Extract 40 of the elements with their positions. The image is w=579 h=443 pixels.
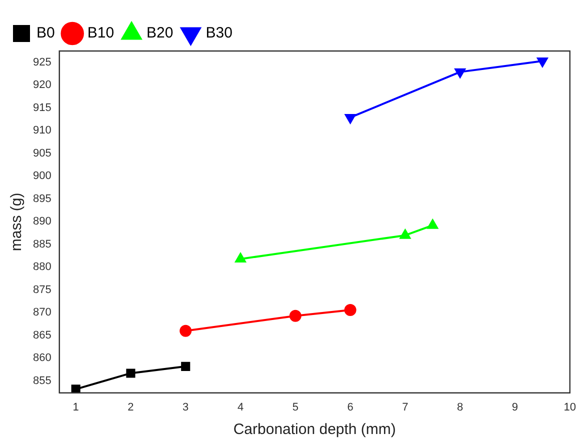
x-tick-label: 6 (347, 401, 354, 414)
x-tick-label: 8 (457, 401, 464, 414)
y-tick-label: 925 (32, 56, 52, 68)
y-tick-label: 855 (32, 375, 52, 387)
y-axis-title: mass (g) (8, 192, 26, 252)
point (537, 58, 548, 68)
y-tick-label: 885 (32, 238, 52, 250)
y-tick-label: 915 (32, 102, 52, 114)
legend-label: B10 (87, 24, 114, 42)
x-axis-title: Carbonation depth (mm) (233, 421, 396, 438)
x-tick-label: 10 (564, 401, 576, 414)
x-tick-label: 7 (402, 401, 408, 414)
x-tick-label: 5 (292, 401, 298, 414)
point (344, 114, 356, 124)
x-tick-label: 1 (72, 401, 79, 414)
y-tick-label: 860 (32, 352, 52, 364)
y-tick-label: 875 (32, 284, 52, 296)
point (289, 310, 302, 322)
point (181, 362, 190, 371)
point (126, 368, 136, 378)
y-tick-label: 890 (32, 216, 52, 228)
x-tick-label: 9 (512, 401, 518, 414)
legend-label: B30 (206, 24, 232, 42)
point (180, 324, 192, 337)
point (71, 384, 80, 393)
point (344, 304, 356, 316)
y-tick-label: 910 (32, 124, 52, 137)
y-tick-label: 920 (32, 79, 52, 92)
x-tick-label: 2 (128, 401, 134, 414)
legend-label: B0 (36, 24, 55, 42)
y-tick-label: 900 (32, 170, 52, 182)
y-tick-label: 870 (32, 306, 52, 319)
y-tick-label: 865 (32, 329, 52, 342)
point (454, 68, 466, 78)
x-tick-label: 4 (237, 401, 244, 414)
y-tick-label: 880 (32, 261, 52, 274)
x-tick-label: 3 (182, 401, 189, 414)
legend-label: B20 (146, 24, 174, 42)
y-tick-label: 905 (32, 147, 52, 160)
y-tick-label: 895 (32, 192, 52, 205)
